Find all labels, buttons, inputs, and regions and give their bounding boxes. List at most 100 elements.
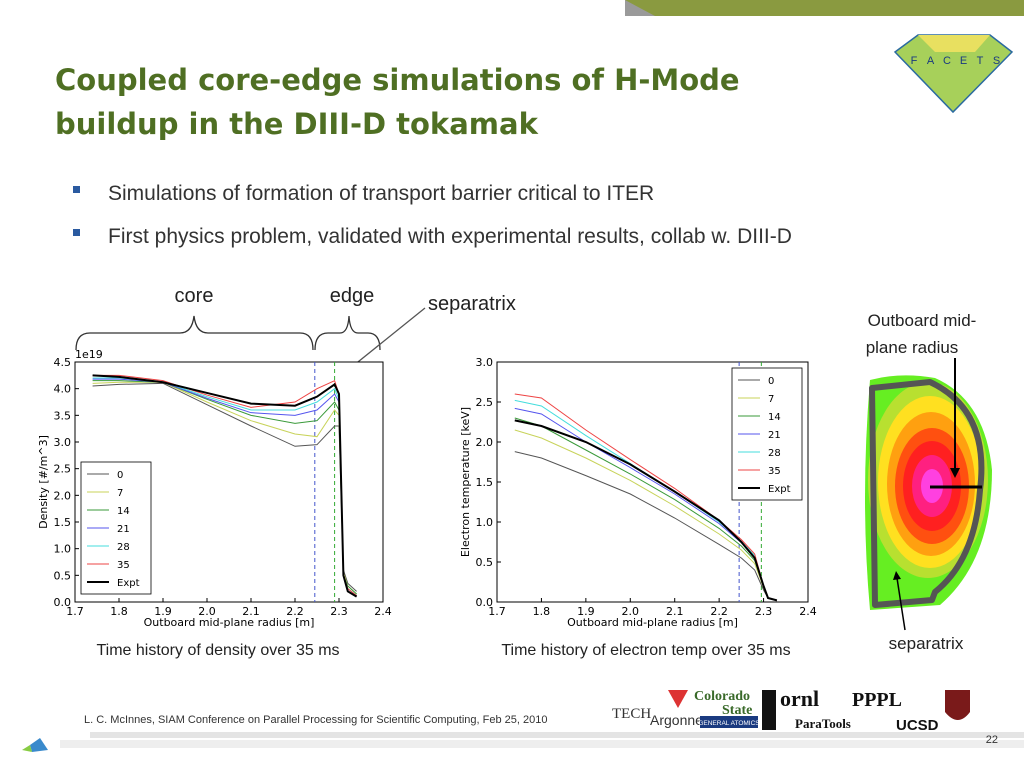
x-tick-label: 1.7 [488, 605, 506, 618]
y-tick-label: 4.0 [54, 383, 72, 396]
logo-shape [700, 716, 758, 728]
bullet-marker [73, 229, 80, 236]
logo-facet [918, 35, 990, 52]
logo-letter: T [977, 55, 984, 67]
legend-label: 0 [768, 376, 774, 387]
x-axis-label: Outboard mid-plane radius [m] [144, 616, 315, 629]
y-tick-label: 4.5 [54, 356, 72, 369]
x-tick-label: 2.0 [622, 605, 640, 618]
legend-label: 14 [117, 506, 130, 517]
bullet: Simulations of formation of transport ba… [108, 182, 654, 205]
legend-label: 21 [768, 430, 781, 441]
logo-diamond [893, 34, 1014, 114]
logo-letter: F [911, 55, 918, 67]
legend-label: Expt [117, 578, 140, 589]
y-tick-label: 2.0 [54, 489, 72, 502]
logo-letter: C [943, 55, 951, 67]
page-number: 22 [986, 734, 998, 746]
logo-shape [668, 690, 688, 708]
logo-shape [945, 690, 970, 720]
bullet-marker [73, 186, 80, 193]
charts: 1.7 1.8 1.9 2.0 2.1 2.2 2.3 2.4 0.0 0.5 1.0 1.5 2.0 2… [37, 348, 817, 629]
top-accent [625, 0, 1024, 16]
bullet: First physics problem, validated with ex… [108, 225, 792, 248]
legend-label: 14 [768, 412, 781, 423]
x-tick-label: 1.8 [110, 605, 128, 618]
annotation: edge [330, 285, 375, 307]
x-tick-label: 1.9 [154, 605, 172, 618]
x-tick-label: 2.2 [710, 605, 728, 618]
y-tick-label: 2.5 [54, 463, 72, 476]
bottom-stripe [60, 740, 1024, 748]
y-tick-label: 2.5 [476, 396, 494, 409]
plasma-diagram [865, 358, 992, 631]
y-tick-label: 0.0 [54, 596, 72, 609]
logo-letter: E [960, 55, 967, 67]
edge-brace [314, 315, 381, 351]
legend-label: 7 [117, 488, 123, 499]
y-axis-label: Density [#/m^3] [37, 435, 50, 529]
y-tick-label: 3.0 [476, 356, 494, 369]
y-tick-label: 1.0 [476, 516, 494, 529]
logo-letter: A [927, 55, 935, 67]
x-tick-label: 2.3 [330, 605, 348, 618]
logo-text: GENERAL ATOMICS [698, 720, 760, 727]
x-tick-label: 2.3 [755, 605, 773, 618]
y-tick-label: 3.0 [54, 436, 72, 449]
partner-logos: TECH Argonne Colorado State GENERAL ATOM… [612, 686, 970, 734]
legend-label: 35 [768, 466, 781, 477]
annotation: separatrix [428, 293, 516, 315]
x-tick-label: 2.4 [799, 605, 817, 618]
footer: L. C. McInnes, SIAM Conference on Parall… [84, 714, 547, 726]
y-axis-label: Electron temperature [keV] [459, 407, 472, 557]
x-tick-label: 1.9 [577, 605, 595, 618]
title: Coupled core-edge simulations of H-Mode [55, 63, 740, 97]
legend-label: 7 [768, 394, 774, 405]
x-tick-label: 2.4 [374, 605, 392, 618]
y-tick-label: 0.0 [476, 596, 494, 609]
logo-text: PPPL [852, 689, 902, 711]
y-tick-label: 3.5 [54, 409, 72, 422]
x-tick-label: 2.2 [286, 605, 304, 618]
series-line [92, 374, 358, 598]
legend-label: 21 [117, 524, 130, 535]
logo-text: State [722, 703, 752, 718]
y-tick-label: 1.0 [54, 543, 72, 556]
legend-label: 28 [117, 542, 130, 553]
x-tick-label: 2.1 [666, 605, 684, 618]
logo-text: ornl [780, 686, 819, 711]
series-line [514, 419, 778, 602]
logo-text: TECH [612, 706, 651, 722]
legend-label: 28 [768, 448, 781, 459]
y-tick-label: 1.5 [54, 516, 72, 529]
logo-text: ParaTools [795, 716, 851, 731]
annotation: core [175, 285, 214, 307]
diagram-label: Outboard mid- [868, 311, 977, 330]
corner-logo [30, 738, 48, 752]
y-tick-label: 2.0 [476, 436, 494, 449]
core-brace [75, 315, 314, 351]
diagram-label: separatrix [889, 634, 964, 653]
corner-logo [22, 745, 32, 752]
diagram-label: plane radius [866, 338, 959, 357]
logo-text: Argonne [650, 712, 703, 728]
logo-shape [762, 690, 776, 730]
caption: Time history of density over 35 ms [96, 642, 339, 659]
x-axis-label: Outboard mid-plane radius [m] [567, 616, 738, 629]
x-tick-label: 1.7 [66, 605, 84, 618]
offset-text: 1e19 [75, 348, 103, 361]
logo-text: UCSD [896, 717, 939, 734]
logo-text: Colorado [694, 689, 750, 704]
legend-label: 0 [117, 470, 123, 481]
legend-label: 35 [117, 560, 130, 571]
x-tick-label: 1.8 [533, 605, 551, 618]
caption: Time history of electron temp over 35 ms [501, 642, 790, 659]
x-tick-label: 2.0 [198, 605, 216, 618]
legend-label: Expt [768, 484, 791, 495]
x-tick-label: 2.1 [242, 605, 260, 618]
y-tick-label: 0.5 [476, 556, 494, 569]
y-tick-label: 1.5 [476, 476, 494, 489]
bottom-stripe [90, 732, 1024, 738]
